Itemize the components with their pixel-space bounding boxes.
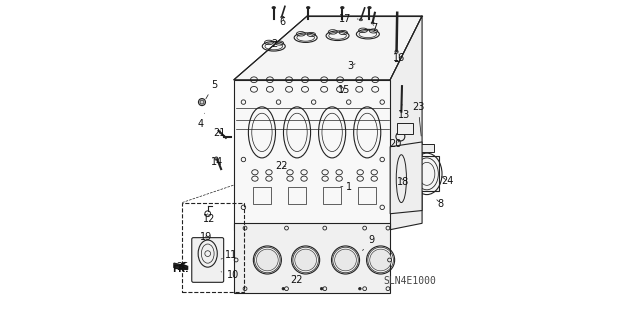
Ellipse shape: [320, 287, 323, 290]
Text: 3: 3: [348, 61, 355, 71]
Ellipse shape: [307, 7, 310, 9]
Text: SLN4E1000: SLN4E1000: [383, 276, 436, 286]
Polygon shape: [390, 16, 422, 230]
Polygon shape: [390, 142, 422, 214]
Text: 24: 24: [442, 176, 454, 186]
Text: 18: 18: [397, 177, 410, 188]
Ellipse shape: [282, 287, 285, 290]
Ellipse shape: [368, 7, 371, 9]
Text: 19: 19: [200, 232, 212, 242]
Polygon shape: [234, 80, 390, 230]
Bar: [288, 187, 306, 204]
Text: FR.: FR.: [172, 265, 189, 274]
Bar: [323, 187, 341, 204]
Text: 6: 6: [279, 17, 285, 27]
Text: 20: 20: [390, 139, 402, 149]
Text: 13: 13: [399, 105, 411, 121]
Text: 4: 4: [198, 113, 205, 129]
Text: 21: 21: [213, 128, 226, 138]
Ellipse shape: [370, 249, 392, 271]
Text: 11: 11: [221, 250, 237, 260]
Bar: [397, 123, 413, 134]
Ellipse shape: [295, 249, 317, 271]
Text: 17: 17: [339, 13, 358, 24]
Ellipse shape: [215, 157, 218, 160]
Text: 9: 9: [363, 235, 374, 250]
Ellipse shape: [198, 99, 205, 106]
Text: 22: 22: [275, 161, 287, 171]
Ellipse shape: [335, 249, 356, 271]
Text: 14: 14: [211, 157, 223, 167]
Polygon shape: [234, 16, 422, 80]
Text: 22: 22: [290, 275, 302, 285]
Text: 12: 12: [203, 213, 215, 224]
Bar: [358, 187, 376, 204]
Text: 25: 25: [176, 262, 188, 272]
Polygon shape: [174, 263, 188, 270]
Bar: [182, 203, 244, 292]
Bar: [253, 187, 271, 204]
Text: 16: 16: [393, 53, 405, 63]
Ellipse shape: [340, 7, 344, 9]
Text: 1: 1: [340, 182, 352, 192]
Ellipse shape: [358, 287, 361, 290]
FancyBboxPatch shape: [192, 238, 223, 282]
Text: 8: 8: [437, 198, 444, 209]
Ellipse shape: [272, 7, 275, 9]
Text: 23: 23: [412, 102, 424, 136]
Bar: [415, 156, 438, 191]
Text: 10: 10: [221, 270, 239, 280]
Ellipse shape: [257, 249, 278, 271]
Bar: [422, 144, 433, 152]
Text: 5: 5: [206, 79, 217, 99]
Text: 2: 2: [271, 39, 278, 49]
Text: 15: 15: [338, 85, 350, 95]
Text: 7: 7: [371, 23, 378, 33]
Polygon shape: [234, 223, 390, 293]
